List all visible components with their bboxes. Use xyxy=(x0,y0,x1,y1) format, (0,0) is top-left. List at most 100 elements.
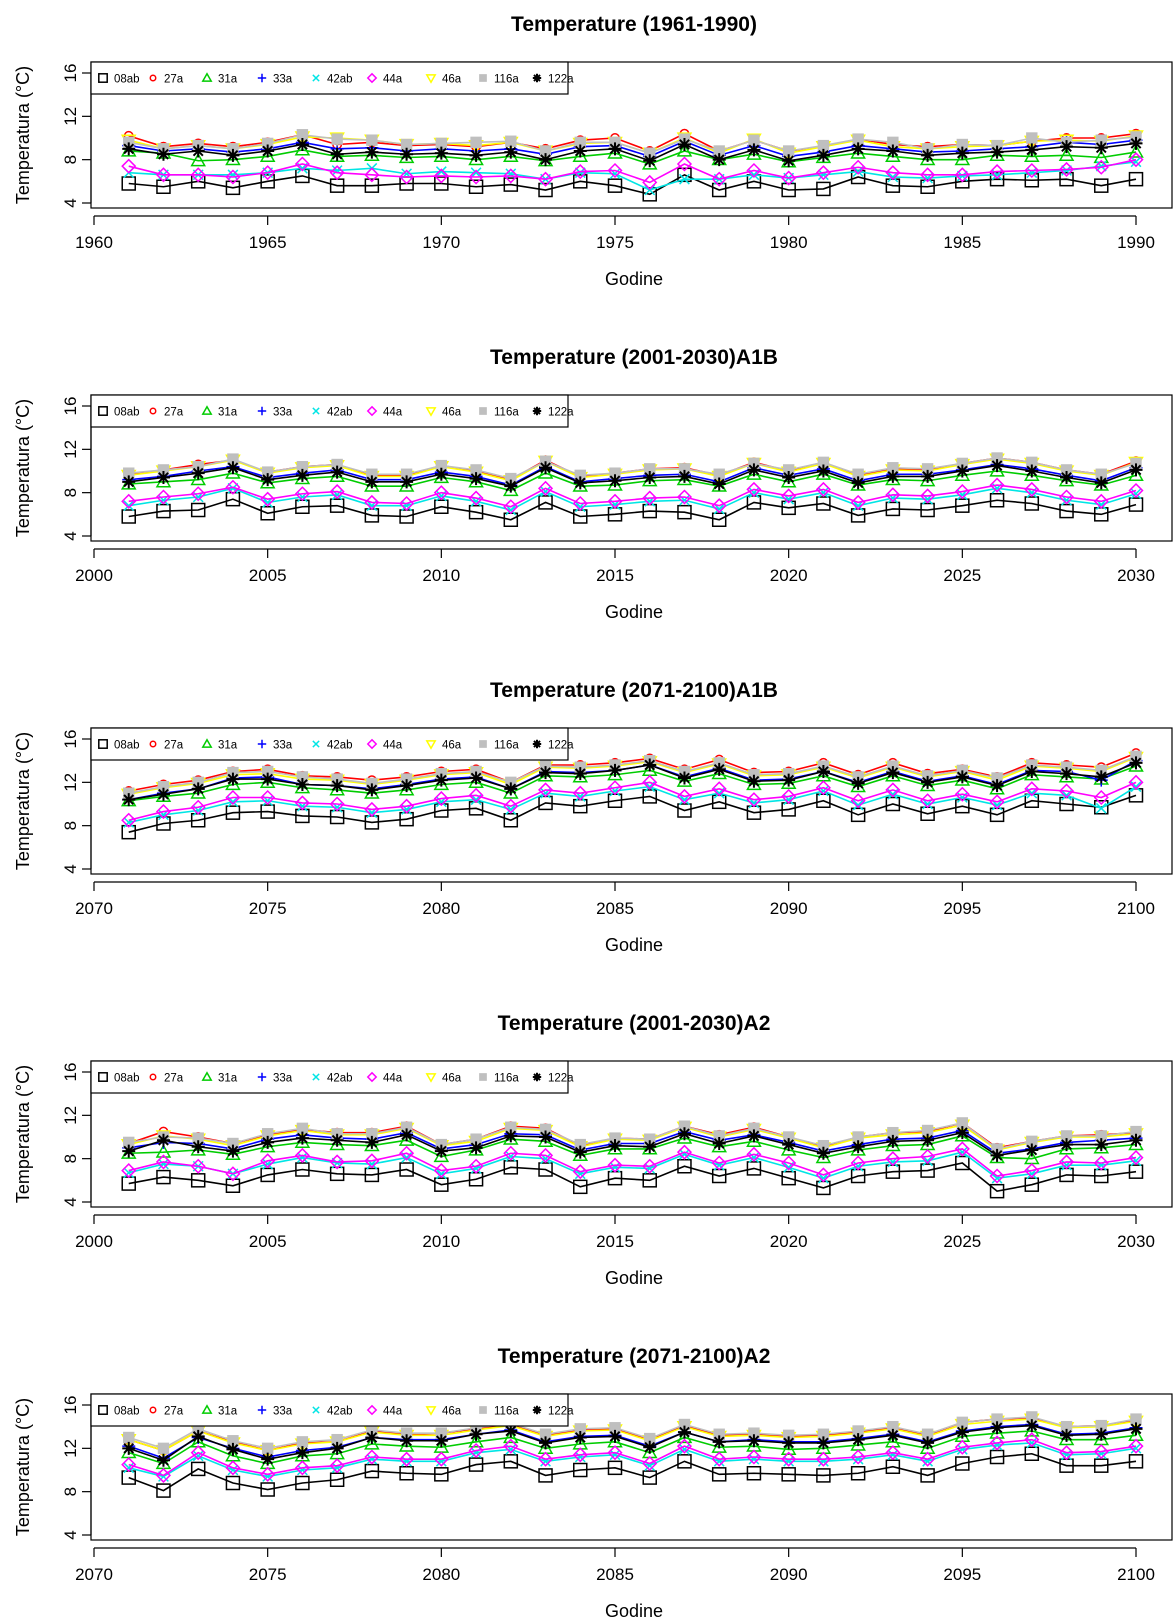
legend-marker xyxy=(201,1071,213,1081)
legend-marker xyxy=(532,1405,542,1415)
data-point xyxy=(1060,767,1074,781)
data-point xyxy=(781,500,796,516)
data-point xyxy=(1024,173,1040,188)
data-point xyxy=(607,780,623,796)
data-point xyxy=(155,788,172,803)
data-point xyxy=(364,1449,380,1465)
legend-marker xyxy=(149,1406,157,1414)
chart-title: Temperature (2071-2100)A2 xyxy=(498,1345,771,1368)
data-point xyxy=(260,506,275,521)
data-point xyxy=(1128,482,1144,499)
data-point xyxy=(468,1442,484,1459)
data-point xyxy=(364,801,380,817)
legend-label: 44a xyxy=(383,740,403,752)
data-point xyxy=(260,165,276,181)
x-tick-label: 2010 xyxy=(422,1232,460,1251)
data-point xyxy=(329,148,345,163)
data-point xyxy=(572,164,588,180)
data-point xyxy=(851,476,865,490)
data-point xyxy=(539,766,553,780)
data-point xyxy=(885,165,901,181)
data-point xyxy=(192,1450,204,1462)
data-point xyxy=(121,1457,137,1473)
data-point xyxy=(1129,463,1143,477)
data-point xyxy=(711,1467,727,1482)
data-point xyxy=(643,471,657,484)
data-point xyxy=(851,142,865,156)
data-point xyxy=(641,1140,658,1155)
x-tick-label: 2070 xyxy=(75,899,113,918)
y-tick-label: 4 xyxy=(61,1197,80,1206)
data-point xyxy=(954,1439,970,1455)
chart-title: Temperature (1961-1990) xyxy=(511,13,757,36)
x-axis: 2000 2005 2010 2015 2020 2025 2030 Godine xyxy=(75,1214,1155,1288)
data-point xyxy=(920,793,936,809)
data-point xyxy=(955,464,969,478)
legend-label: 33a xyxy=(273,740,293,752)
data-point xyxy=(539,1130,553,1144)
data-point xyxy=(676,156,693,172)
data-point xyxy=(503,813,519,828)
data-point xyxy=(850,159,866,175)
data-point xyxy=(989,1449,1005,1465)
chart-title: Temperature (2001-2030)A2 xyxy=(498,1012,771,1035)
data-point xyxy=(191,466,205,480)
legend-label: 31a xyxy=(218,740,238,752)
data-point xyxy=(815,165,831,181)
data-point xyxy=(608,474,622,488)
data-point xyxy=(746,792,762,808)
x-tick-label: 2030 xyxy=(1117,1232,1155,1251)
y-tick-label: 16 xyxy=(61,1063,80,1082)
legend-marker xyxy=(425,1073,437,1083)
data-point xyxy=(401,1455,413,1467)
data-point xyxy=(643,1440,657,1454)
series-44a xyxy=(121,1141,1144,1184)
data-point xyxy=(920,488,936,504)
data-point xyxy=(782,154,796,168)
data-point xyxy=(434,176,449,191)
data-point xyxy=(850,477,866,491)
data-point xyxy=(608,763,622,777)
data-point xyxy=(573,476,587,490)
y-tick-label: 8 xyxy=(61,1487,80,1496)
legend-marker xyxy=(366,1071,378,1083)
y-tick-label: 4 xyxy=(61,1530,80,1539)
data-point xyxy=(954,786,970,802)
legend-marker xyxy=(312,1406,320,1414)
legend-marker xyxy=(366,738,378,750)
data-point xyxy=(366,134,378,146)
data-point xyxy=(225,1166,241,1182)
x-tick-label: 1970 xyxy=(422,233,460,252)
x-axis: 1960 1965 1970 1975 1980 1985 1990 Godine xyxy=(75,215,1155,289)
y-axis: 4 8 12 16 Temperatura (°C) xyxy=(13,64,92,208)
data-point xyxy=(330,1133,344,1147)
data-point xyxy=(1060,1428,1074,1442)
data-point xyxy=(260,789,276,806)
data-point xyxy=(1024,1446,1040,1461)
data-point xyxy=(817,1455,829,1467)
data-point xyxy=(503,168,519,184)
data-point xyxy=(1024,1163,1040,1179)
series-08ab xyxy=(121,167,1144,202)
x-tick-label: 2000 xyxy=(75,566,113,585)
legend-box xyxy=(90,1060,569,1094)
data-point xyxy=(1129,1422,1143,1436)
legend-marker xyxy=(479,740,487,748)
data-point xyxy=(572,1447,588,1463)
data-point xyxy=(260,1466,276,1482)
data-point xyxy=(712,477,726,491)
data-point xyxy=(399,1145,415,1161)
data-point xyxy=(573,1431,587,1444)
data-point xyxy=(676,142,693,157)
data-point xyxy=(1025,1419,1039,1433)
x-tick-label: 1980 xyxy=(770,233,808,252)
data-point xyxy=(747,1129,761,1143)
data-point xyxy=(156,471,170,484)
x-tick-label: 1990 xyxy=(1117,233,1155,252)
legend-marker xyxy=(201,405,213,415)
data-point xyxy=(609,1161,621,1173)
data-point xyxy=(712,1137,726,1150)
legend-label: 33a xyxy=(273,1406,293,1418)
legend: 08ab 27a 31a 33a 42ab 44a 46a 116a 122a xyxy=(90,727,574,761)
series-08ab xyxy=(121,788,1144,840)
